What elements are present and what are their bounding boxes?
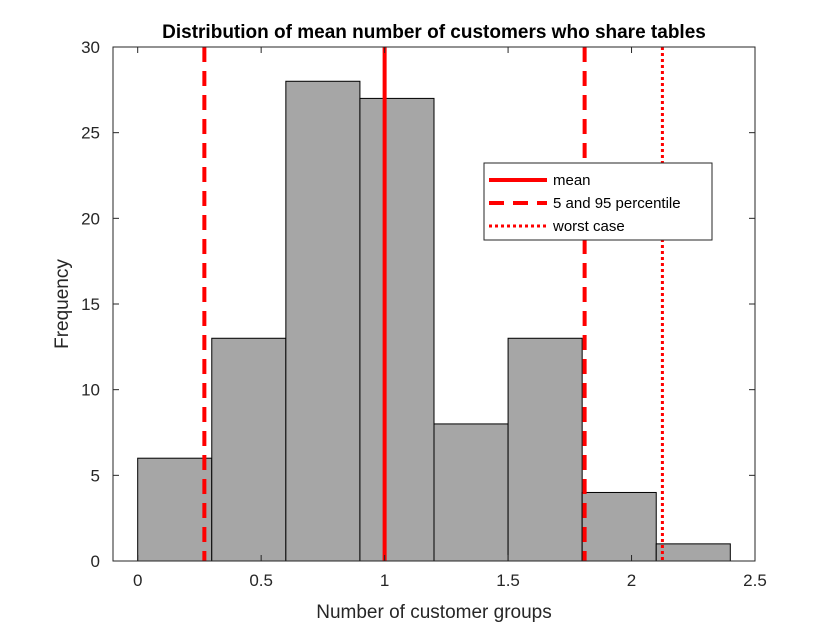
histogram-bar [359,97,435,562]
y-tick-label: 15 [81,295,100,314]
histogram-bar [433,423,509,562]
y-tick-label: 30 [81,38,100,57]
histogram-bar [211,337,287,562]
y-tick-label: 10 [81,381,100,400]
ticks-layer: 0 0.5 1 1.5 2 2.5 0 5 10 15 20 25 30 [81,38,767,590]
x-tick-label: 1.5 [496,571,520,590]
chart-title: Distribution of mean number of customers… [162,22,706,43]
x-tick-label: 0.5 [249,571,273,590]
x-tick-label: 2.5 [743,571,767,590]
y-tick-label: 0 [91,552,100,571]
y-tick-label: 20 [81,209,100,228]
legend-label: mean [553,172,591,189]
x-tick-label: 2 [627,571,636,590]
legend-label: worst case [552,218,625,235]
histogram-bar [137,457,213,562]
x-axis-label: Number of customer groups [316,602,552,623]
histogram-bar [581,491,657,562]
legend-label: 5 and 95 percentile [553,195,681,212]
histogram-bar [507,337,583,562]
legend: mean 5 and 95 percentile worst case [483,162,713,241]
histogram-bar [285,80,361,562]
x-tick-label: 1 [380,571,389,590]
x-tick-label: 0 [133,571,142,590]
bars-layer [137,80,731,562]
y-tick-label: 5 [91,466,100,485]
reference-lines-layer [202,47,664,561]
y-axis-label: Frequency [52,259,73,349]
y-tick-label: 25 [81,124,100,143]
histogram-bar [655,543,731,562]
